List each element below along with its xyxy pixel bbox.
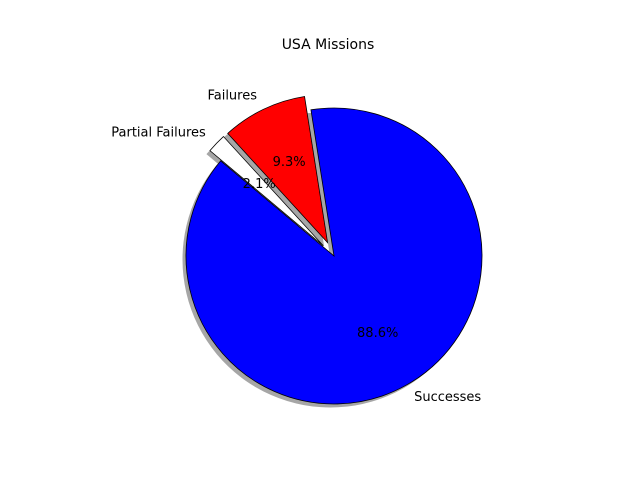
pct-label-successes: 88.6% [357, 326, 398, 341]
slice-successes [185, 107, 483, 405]
pie-slice-layer [185, 96, 483, 405]
label-failures: Failures [207, 89, 257, 104]
pct-label-failures: 9.3% [273, 155, 306, 170]
chart-title: USA Missions [282, 37, 375, 53]
slice-failures [227, 96, 329, 244]
pie-label-layer: Successes 88.6% Failures 9.3% Partial Failur… [111, 89, 481, 406]
pct-label-partial-failures: 2.1% [243, 177, 276, 192]
label-partial-failures: Partial Failures [111, 126, 206, 141]
label-successes: Successes [414, 390, 481, 405]
slice-partial-failures [209, 135, 324, 247]
